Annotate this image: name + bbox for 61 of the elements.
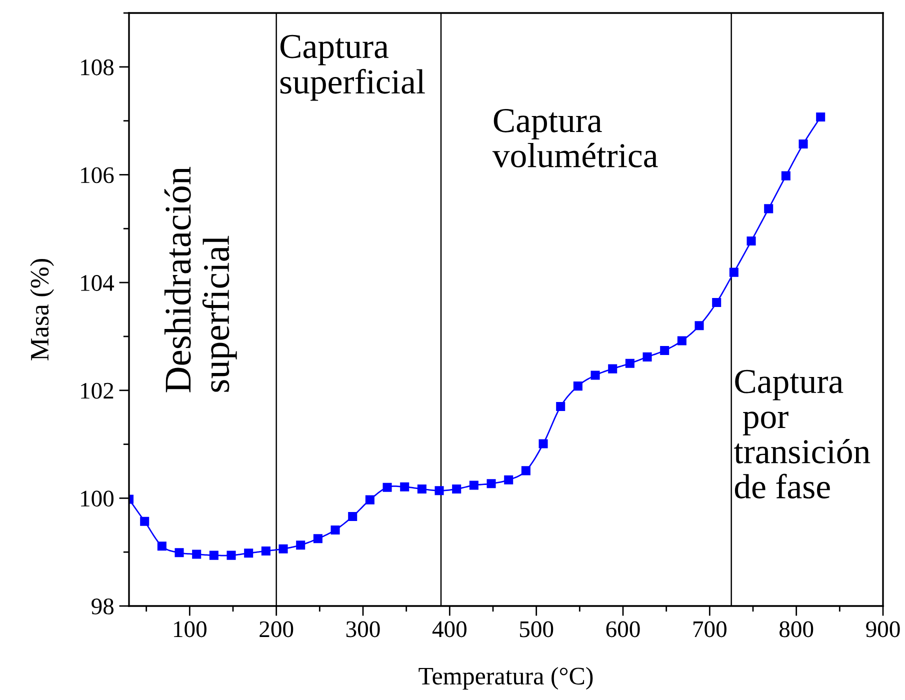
point (157, 542, 166, 551)
x-tick-label: 700 (694, 621, 726, 638)
point (573, 382, 582, 391)
point (694, 321, 704, 330)
point (625, 358, 634, 368)
point (278, 544, 288, 554)
point (798, 139, 808, 149)
point (313, 534, 322, 544)
y-tick-label: 108 (81, 59, 114, 76)
point (261, 546, 270, 556)
point (296, 540, 306, 550)
point (504, 475, 514, 484)
x-tick-label: 200 (260, 621, 294, 638)
point (365, 495, 374, 504)
point (452, 484, 462, 494)
point (660, 346, 670, 355)
point (434, 486, 444, 496)
point (590, 370, 600, 380)
point (417, 484, 426, 494)
y-tick-label: 98 (92, 598, 114, 614)
point (400, 482, 410, 492)
y-tick-label: 100 (81, 490, 114, 507)
x-tick-label: 100 (174, 621, 206, 638)
x-tick-label: 300 (346, 621, 380, 638)
point (608, 364, 618, 374)
point (226, 550, 236, 560)
point (538, 439, 548, 448)
x-tick-label: 500 (520, 621, 554, 638)
point (677, 336, 686, 346)
x-axis-title: Temperatura (°C) (418, 666, 593, 690)
point (521, 466, 530, 476)
x-tick-label: 600 (606, 621, 640, 638)
point (556, 402, 566, 412)
point (330, 525, 340, 534)
point (486, 479, 496, 488)
point (382, 482, 392, 492)
point (140, 516, 150, 526)
y-tick-label: 102 (81, 382, 114, 399)
point (174, 548, 184, 558)
y-tick-label: 104 (81, 275, 114, 291)
x-tick-label: 900 (866, 621, 900, 638)
x-tick-label: 400 (432, 621, 466, 638)
point (781, 171, 790, 180)
point (816, 112, 826, 122)
annotation: Captura por transición de fase (734, 370, 870, 499)
annotation: Captura volumétrica (492, 108, 658, 168)
point (729, 268, 738, 277)
y-tick-label: 106 (81, 167, 114, 184)
point (192, 550, 202, 559)
x-tick-label: 800 (780, 621, 814, 638)
point (642, 352, 652, 362)
annotation: Captura superficial (280, 34, 425, 101)
point (348, 512, 358, 522)
point (712, 298, 722, 308)
point (244, 548, 254, 558)
point (764, 204, 774, 214)
point (746, 236, 756, 246)
annotation: Deshidratación superficial (164, 166, 237, 392)
point (469, 480, 478, 490)
y-axis-title: Masa (%) (30, 259, 54, 360)
point (209, 550, 218, 560)
